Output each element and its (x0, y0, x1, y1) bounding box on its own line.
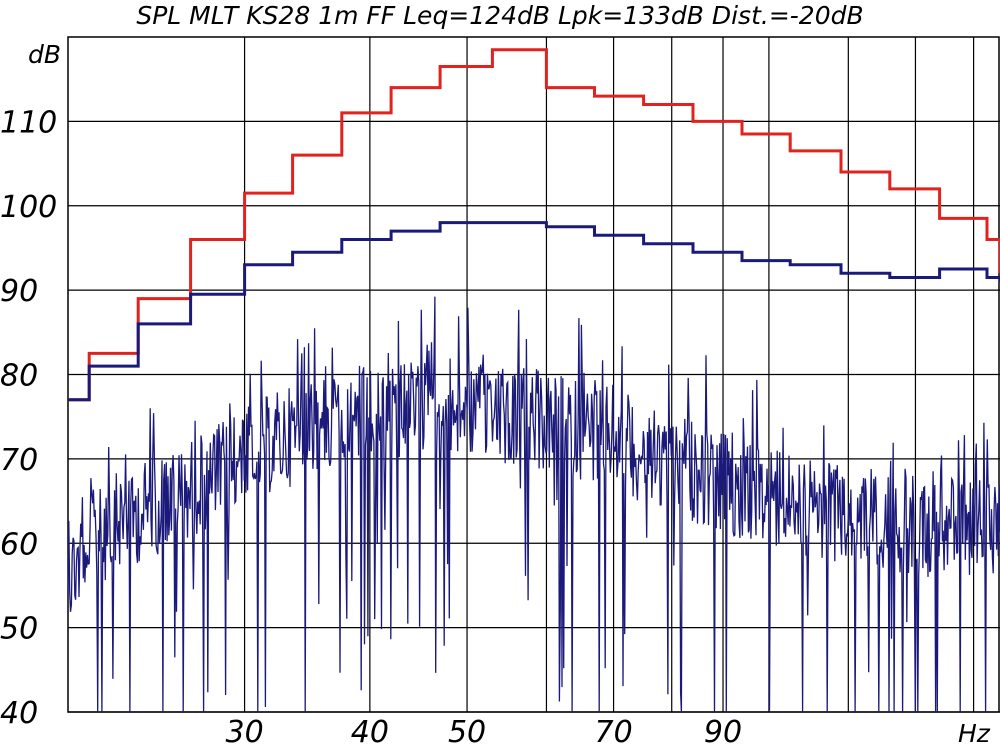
x-tick-label: 70 (594, 715, 632, 745)
y-tick-label: 50 (0, 612, 38, 647)
y-tick-label: 110 (0, 105, 57, 140)
y-tick-label: 60 (0, 527, 38, 562)
y-tick-label: 90 (0, 274, 38, 309)
y-tick-label: 70 (0, 443, 38, 478)
x-tick-label: 40 (351, 715, 389, 745)
x-tick-label: 90 (704, 715, 742, 745)
series-spectrum-blue (67, 296, 1000, 713)
chart-title: SPL MLT KS28 1m FF Leq=124dB Lpk=133dB D… (136, 1, 863, 30)
series-group (67, 48, 1000, 713)
y-axis-label: dB (28, 40, 61, 69)
x-axis-label: Hz (958, 719, 991, 745)
x-tick-label: 50 (448, 715, 486, 745)
series-line-red-0 (68, 48, 1000, 402)
grid (67, 36, 1000, 713)
y-tick-label: 100 (0, 190, 57, 225)
y-tick-label: 40 (0, 696, 38, 731)
y-axis: 40 50 60 70 80 90 100 110 (0, 105, 57, 731)
series-line-blue-1 (68, 221, 1000, 402)
x-tick-label: 30 (225, 715, 263, 745)
x-axis: 30 40 50 70 90 (225, 715, 742, 745)
y-tick-label: 80 (0, 359, 38, 394)
